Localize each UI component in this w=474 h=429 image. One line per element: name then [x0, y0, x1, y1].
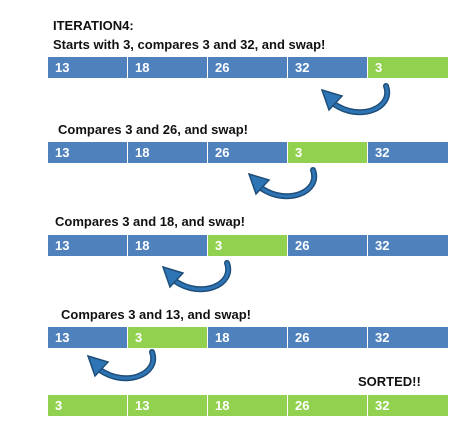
array-cell: 32	[288, 57, 368, 78]
step-3-array: 13 18 3 26 32	[48, 235, 448, 256]
array-cell: 26	[208, 57, 288, 78]
array-cell: 26	[288, 327, 368, 348]
step-2-caption: Compares 3 and 26, and swap!	[58, 122, 249, 137]
array-cell: 26	[288, 235, 368, 256]
step-4-caption: Compares 3 and 13, and swap!	[61, 307, 252, 322]
curved-swap-arrow-icon	[86, 349, 157, 382]
sorted-array: 3 13 18 26 32	[48, 395, 448, 416]
array-cell: 32	[368, 235, 448, 256]
array-cell-sorted: 32	[368, 395, 448, 416]
step-1-caption: Starts with 3, compares 3 and 32, and sw…	[53, 37, 326, 52]
array-cell: 32	[368, 327, 448, 348]
array-cell-highlighted: 3	[368, 57, 448, 78]
curved-swap-arrow-icon	[320, 83, 391, 116]
array-cell: 13	[48, 57, 128, 78]
array-cell-sorted: 3	[48, 395, 128, 416]
array-cell: 26	[208, 142, 288, 163]
array-cell: 13	[48, 235, 128, 256]
curved-swap-arrow-icon	[247, 167, 318, 200]
array-cell-sorted: 26	[288, 395, 368, 416]
array-cell-sorted: 13	[128, 395, 208, 416]
array-cell: 13	[48, 142, 128, 163]
array-cell-sorted: 18	[208, 395, 288, 416]
array-cell: 13	[48, 327, 128, 348]
array-cell: 18	[128, 235, 208, 256]
step-4-array: 13 3 18 26 32	[48, 327, 448, 348]
array-cell: 18	[208, 327, 288, 348]
array-cell: 32	[368, 142, 448, 163]
array-cell-highlighted: 3	[128, 327, 208, 348]
sorted-label: SORTED!!	[358, 374, 421, 389]
step-1-array: 13 18 26 32 3	[48, 57, 448, 78]
curved-swap-arrow-icon	[161, 260, 232, 293]
step-2-array: 13 18 26 3 32	[48, 142, 448, 163]
array-cell-highlighted: 3	[208, 235, 288, 256]
array-cell: 18	[128, 142, 208, 163]
array-cell: 18	[128, 57, 208, 78]
array-cell-highlighted: 3	[288, 142, 368, 163]
step-3-caption: Compares 3 and 18, and swap!	[55, 214, 246, 229]
iteration-title: ITERATION4:	[53, 18, 134, 33]
